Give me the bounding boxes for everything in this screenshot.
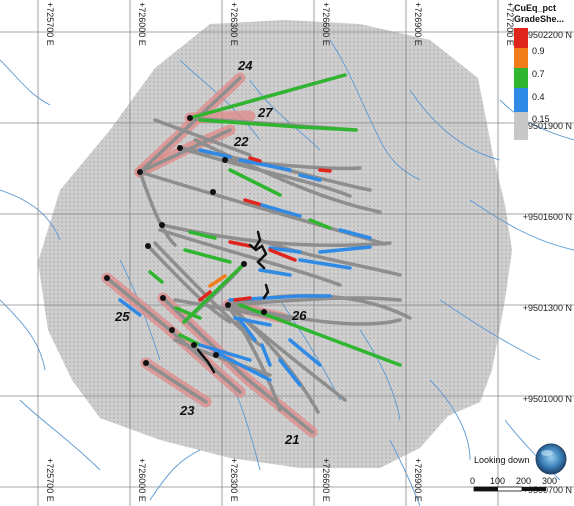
legend-label: 0.4 (532, 92, 545, 102)
easting-label: +725700 E (45, 2, 55, 46)
hole-label-25: 25 (114, 309, 130, 324)
legend-label: 0.15 (532, 114, 550, 124)
scale-tick: 0 (470, 476, 475, 486)
easting-label: +727200 E (505, 2, 515, 46)
grade-legend: CuEq_pct GradeShe... 0.9 0.7 0.4 0.15 (514, 3, 564, 140)
view-globe-icon (535, 443, 567, 475)
northing-label: +9501600 N (523, 212, 572, 222)
scale-tick: 300 (542, 476, 557, 486)
hole-label-22: 22 (233, 134, 249, 149)
legend-swatch-orange (514, 48, 528, 68)
northing-label: +9500700 N (523, 485, 572, 495)
drainage-lines (0, 39, 574, 506)
hole-label-27: 27 (257, 105, 273, 120)
easting-labels-bottom: +725700 E +726000 E +726300 E +726600 E … (45, 458, 423, 502)
scale-tick: 200 (516, 476, 531, 486)
legend-title: CuEq_pct (514, 3, 556, 13)
legend-swatch-blue (514, 88, 528, 112)
legend-swatch-green (514, 68, 528, 88)
northing-labels: +9502200 N +9501900 N +9501600 N +950130… (523, 30, 572, 495)
collar-points (104, 115, 267, 366)
easting-label: +726600 E (321, 458, 331, 502)
scale-tick: 100 (490, 476, 505, 486)
northing-label: +9501300 N (523, 303, 572, 313)
northing-label: +9502200 N (523, 30, 572, 40)
view-label: Looking down (474, 455, 530, 465)
drill-traces (105, 73, 412, 434)
hole-label-26: 26 (291, 308, 307, 323)
legend-subtitle: GradeShe... (514, 14, 564, 24)
easting-labels-top: +725700 E +726000 E +726300 E +726600 E … (45, 2, 515, 46)
hole-label-24: 24 (237, 58, 253, 73)
legend-swatch-red (514, 28, 528, 48)
northing-label: +9501000 N (523, 394, 572, 404)
scale-bar: 0 100 200 300 (470, 476, 557, 492)
easting-label: +726300 E (229, 458, 239, 502)
hole-label-23: 23 (179, 403, 195, 418)
legend-label: 0.9 (532, 46, 545, 56)
hole-label-21: 21 (284, 432, 299, 447)
easting-label: +726900 E (413, 2, 423, 46)
legend-swatch-grey (514, 112, 528, 140)
easting-label: +725700 E (45, 458, 55, 502)
northing-label: +9501900 N (523, 121, 572, 131)
easting-label: +726000 E (137, 2, 147, 46)
hole-labels: 24 27 22 25 26 23 21 (114, 58, 307, 447)
collar-clusters (196, 230, 270, 374)
legend-label: 0.7 (532, 69, 545, 79)
easting-label: +726300 E (229, 2, 239, 46)
easting-label: +726600 E (321, 2, 331, 46)
easting-label: +726900 E (413, 458, 423, 502)
view-orientation: Looking down (474, 443, 567, 475)
easting-label: +726000 E (137, 458, 147, 502)
